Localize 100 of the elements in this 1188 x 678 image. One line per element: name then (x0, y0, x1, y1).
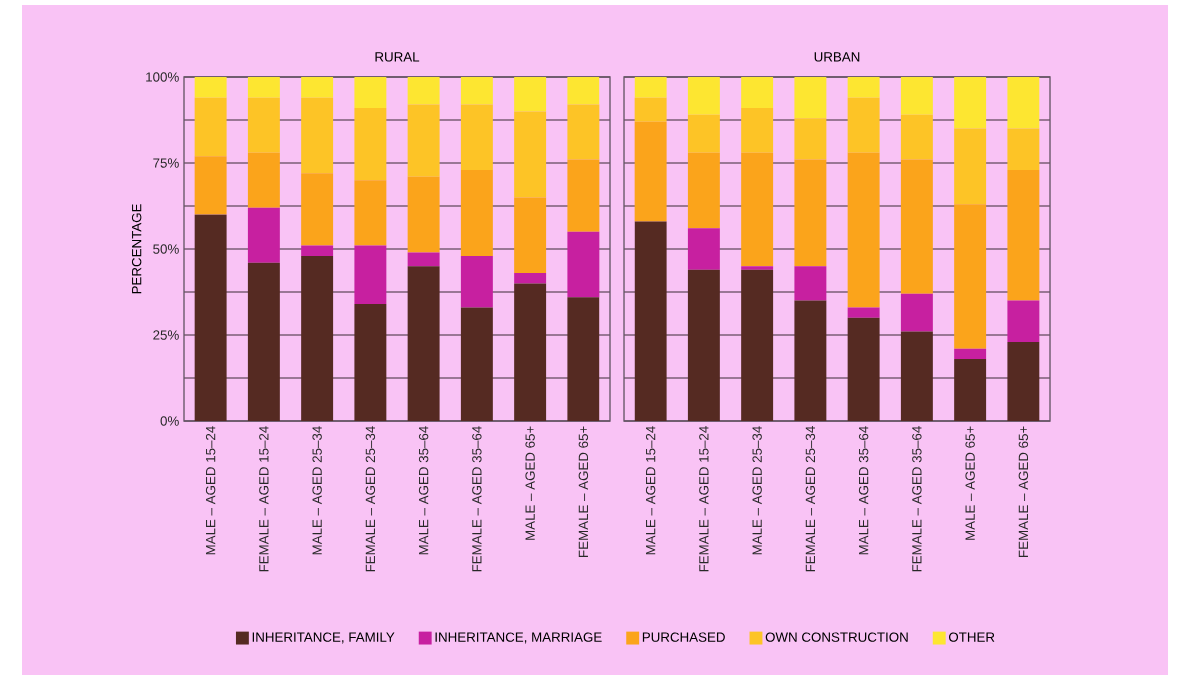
x-tick-label: MALE – AGED 35–64 (858, 426, 869, 555)
bar (194, 97, 227, 157)
bar (301, 97, 334, 174)
bar (1007, 77, 1040, 129)
bar (741, 77, 774, 108)
bar (514, 273, 547, 284)
bar (741, 269, 774, 422)
x-tick-label: FEMALE – AGED 35–64 (472, 426, 482, 572)
bar (1007, 341, 1040, 422)
bar (301, 173, 334, 246)
bar (407, 252, 440, 267)
bar (741, 266, 774, 270)
bar (634, 97, 667, 122)
x-tick-label: FEMALE – AGED 15–24 (259, 426, 269, 572)
bar (847, 77, 880, 98)
bar (634, 121, 667, 222)
bar (354, 180, 387, 246)
bar (900, 159, 933, 294)
bar (301, 255, 334, 422)
bar (407, 104, 440, 177)
bar (1007, 300, 1040, 342)
bar (407, 176, 440, 253)
bar (687, 114, 720, 153)
bar (514, 111, 547, 198)
legend-label: OWN CONSTRUCTION (765, 632, 908, 642)
bar (194, 77, 227, 98)
bar (354, 107, 387, 181)
bar (900, 77, 933, 115)
bar (460, 255, 493, 308)
bar (460, 104, 493, 170)
x-tick-label: FEMALE – AGED 65+ (578, 426, 589, 557)
bar (687, 152, 720, 229)
bar (794, 77, 827, 119)
bar (194, 156, 227, 215)
bar (794, 118, 827, 160)
bar (247, 152, 280, 208)
bar (847, 152, 880, 308)
bar (354, 245, 387, 305)
y-axis-title: PERCENTAGE (131, 204, 142, 294)
bar (514, 283, 547, 422)
bar (1007, 169, 1040, 301)
bar (847, 317, 880, 422)
bar (407, 266, 440, 422)
x-tick-label: MALE – AGED 15–24 (205, 426, 216, 555)
bar (460, 77, 493, 105)
x-tick-label: FEMALE – AGED 15–24 (699, 426, 709, 572)
bar (567, 231, 600, 298)
bar (954, 359, 987, 422)
y-tick-label: 25% (153, 330, 179, 340)
x-tick-label: MALE – AGED 35–64 (418, 426, 429, 555)
x-tick-label: FEMALE – AGED 65+ (1018, 426, 1029, 557)
bar (954, 128, 987, 205)
bar (247, 77, 280, 98)
x-tick-label: MALE – AGED 65+ (965, 426, 975, 540)
bar (1007, 128, 1040, 170)
chart-title: URBAN (814, 52, 860, 62)
x-tick-label: MALE – AGED 15–24 (645, 426, 656, 555)
bar (794, 300, 827, 422)
bar (954, 77, 987, 129)
bar (847, 97, 880, 153)
bar (354, 304, 387, 422)
bar (407, 77, 440, 105)
bar (900, 331, 933, 422)
bar (514, 77, 547, 112)
x-tick-label: FEMALE – AGED 25–34 (805, 426, 816, 572)
bar (460, 169, 493, 256)
x-tick-label: MALE – AGED 65+ (525, 426, 535, 540)
bar (900, 293, 933, 332)
bar (301, 245, 334, 256)
bar (567, 77, 600, 105)
bar (194, 214, 227, 422)
chart-title: RURAL (375, 52, 420, 62)
bar (687, 228, 720, 270)
bar (514, 197, 547, 274)
bar (301, 77, 334, 98)
y-tick-label: 75% (153, 158, 179, 168)
x-tick-label: MALE – AGED 25–34 (312, 426, 322, 555)
bar (741, 107, 774, 153)
bar (247, 207, 280, 263)
legend-label: INHERITANCE, MARRIAGE (435, 632, 602, 644)
x-tick-label: FEMALE – AGED 25–34 (365, 426, 376, 572)
y-tick-label: 50% (153, 244, 179, 254)
bar (794, 266, 827, 301)
bar (847, 307, 880, 318)
bar (247, 97, 280, 153)
bar (954, 348, 987, 360)
x-tick-label: MALE – AGED 25–34 (752, 426, 762, 555)
bar (567, 159, 600, 232)
y-tick-label: 100% (146, 72, 179, 82)
bar (741, 152, 774, 267)
legend-label: OTHER (948, 632, 995, 642)
bar (354, 77, 387, 108)
legend-label: PURCHASED (642, 632, 725, 642)
bar (954, 204, 987, 349)
x-tick-label: FEMALE – AGED 35–64 (912, 426, 922, 572)
legend-label: INHERITANCE, FAMILY (252, 632, 395, 644)
bar (567, 104, 600, 160)
bar (687, 77, 720, 115)
bar (794, 159, 827, 267)
bar (247, 262, 280, 422)
